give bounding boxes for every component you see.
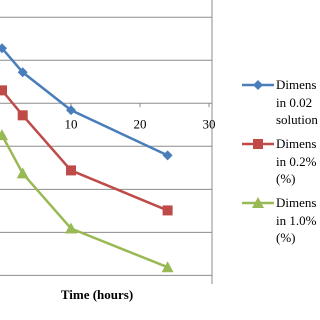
legend-marker	[253, 80, 263, 90]
series-line	[1, 47, 169, 157]
point	[65, 222, 77, 234]
point	[17, 110, 28, 121]
legend-marker	[253, 139, 263, 149]
point	[66, 165, 76, 176]
x-tick-label: 10	[65, 116, 78, 131]
point	[17, 67, 28, 78]
legend-marker	[252, 197, 264, 208]
series-line	[0, 134, 169, 269]
legend-label: Dimens in 0.02 solution	[276, 77, 318, 127]
point	[0, 85, 7, 96]
point	[0, 129, 8, 141]
point	[162, 150, 173, 161]
x-tick-label: 30	[203, 116, 216, 131]
point	[0, 43, 7, 54]
point	[162, 205, 173, 216]
series-line	[1, 89, 169, 212]
point	[66, 105, 76, 116]
point	[161, 261, 174, 273]
legend-label: Dimens in 0.2% (%)	[276, 136, 317, 186]
x-axis-title: Time (hours)	[61, 287, 133, 302]
x-tick-label: 20	[134, 116, 147, 131]
point	[16, 167, 29, 179]
legend-label: Dimens in 1.0% (%)	[276, 195, 317, 245]
